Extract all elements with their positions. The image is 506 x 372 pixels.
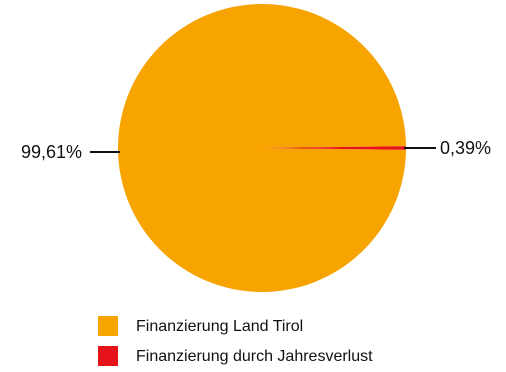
pie-slice-2 bbox=[262, 146, 407, 150]
chart-legend: Finanzierung Land Tirol Finanzierung durc… bbox=[98, 316, 373, 366]
value-label-2: 0,39% bbox=[440, 138, 491, 158]
pie-slices bbox=[118, 4, 407, 293]
legend-label-1: Finanzierung Land Tirol bbox=[136, 318, 303, 335]
pie-slice-1 bbox=[118, 4, 406, 293]
value-label-1: 99,61% bbox=[21, 142, 82, 162]
legend-swatch-1 bbox=[98, 316, 118, 336]
pie-value-labels: 99,61% 0,39% bbox=[21, 138, 491, 162]
legend-label-2: Finanzierung durch Jahresverlust bbox=[136, 348, 373, 365]
legend-swatch-2 bbox=[98, 346, 118, 366]
